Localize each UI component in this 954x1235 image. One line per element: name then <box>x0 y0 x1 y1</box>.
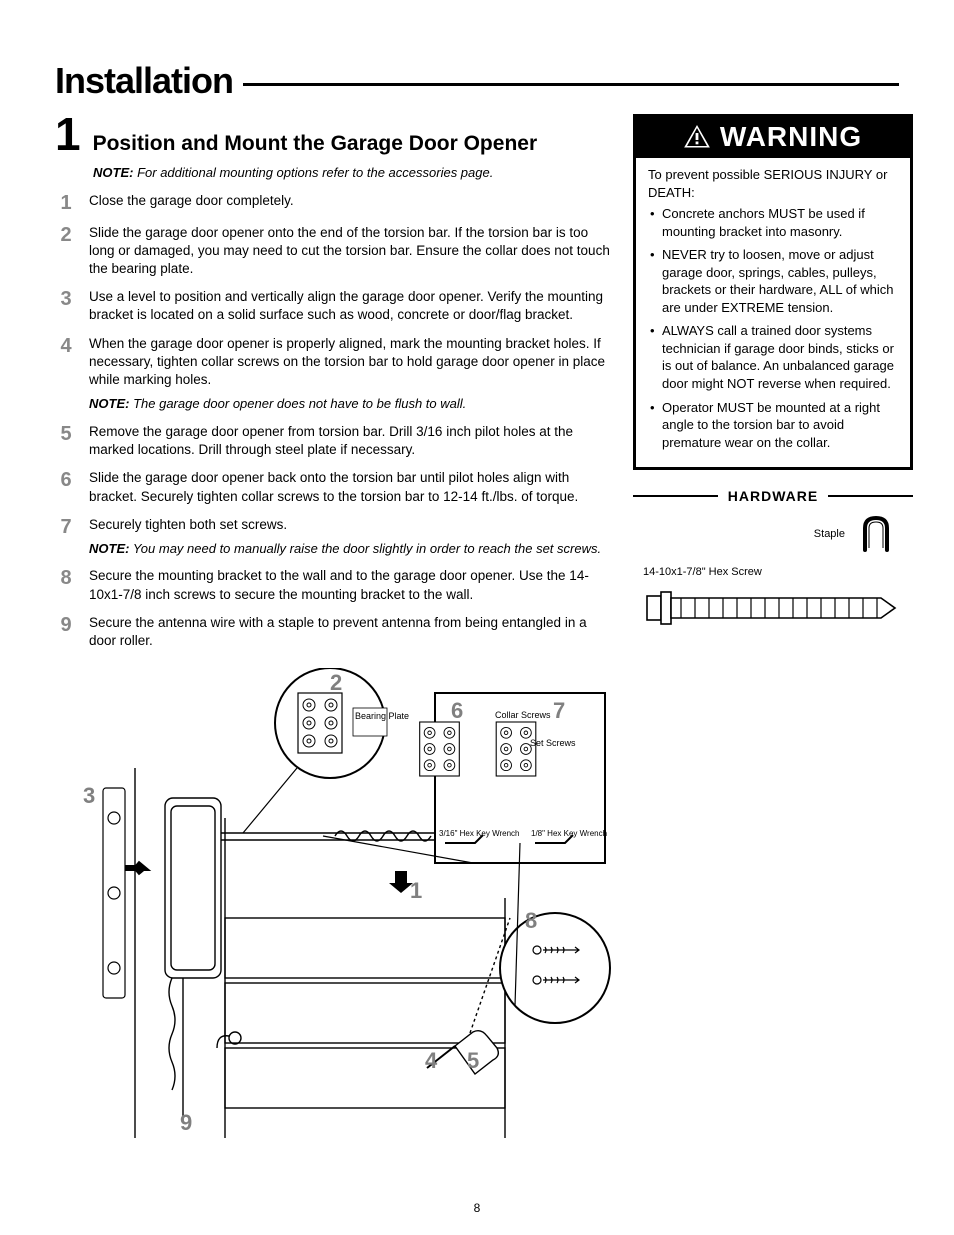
warning-list: Concrete anchors MUST be used if mountin… <box>648 205 898 451</box>
inst-text: Secure the mounting bracket to the wall … <box>89 567 615 603</box>
note-text: The garage door opener does not have to … <box>133 396 466 411</box>
installation-diagram: Bearing Plate Collar Screws Set Screws 3… <box>75 668 615 1153</box>
inst-text: Securely tighten both set screws. NOTE: Y… <box>89 516 615 558</box>
warning-icon <box>684 125 710 149</box>
inst-text: Remove the garage door opener from torsi… <box>89 423 615 459</box>
note-label: NOTE: <box>89 396 129 411</box>
intro-note: NOTE: For additional mounting options re… <box>93 164 615 182</box>
inst-num: 5 <box>55 423 77 459</box>
note-label: NOTE: <box>89 541 129 556</box>
section-header: Installation <box>55 60 899 102</box>
inst-body: Securely tighten both set screws. <box>89 517 287 532</box>
instruction-item: 2Slide the garage door opener onto the e… <box>55 224 615 279</box>
label-hex-18: 1/8" Hex Key Wrench <box>531 829 607 838</box>
callout-7: 7 <box>553 698 565 723</box>
warning-box: WARNING To prevent possible SERIOUS INJU… <box>633 114 913 470</box>
inst-text: Slide the garage door opener onto the en… <box>89 224 615 279</box>
inst-body: When the garage door opener is properly … <box>89 336 605 387</box>
note-text: You may need to manually raise the door … <box>133 541 601 556</box>
warning-title-row: WARNING <box>684 121 862 153</box>
inst-num: 1 <box>55 192 77 214</box>
instruction-item: 5 Remove the garage door opener from tors… <box>55 423 615 459</box>
callout-3: 3 <box>83 783 95 808</box>
instruction-item: 4When the garage door opener is properly… <box>55 335 615 413</box>
hardware-label: Staple <box>814 528 845 540</box>
warning-item: ALWAYS call a trained door systems techn… <box>648 322 898 392</box>
callout-8: 8 <box>525 908 537 933</box>
label-hex-316: 3/16" Hex Key Wrench <box>439 829 520 838</box>
callout-9: 9 <box>180 1110 192 1135</box>
inst-text: Use a level to position and vertically a… <box>89 288 615 324</box>
step-title: Position and Mount the Garage Door Opene… <box>93 132 538 156</box>
instruction-item: 8 Secure the mounting bracket to the wall… <box>55 567 615 603</box>
hardware-label: 14-10x1-7/8" Hex Screw <box>643 566 903 578</box>
inst-note: NOTE: The garage door opener does not ha… <box>89 395 615 413</box>
inst-num: 8 <box>55 567 77 603</box>
inst-text: When the garage door opener is properly … <box>89 335 615 413</box>
callout-4: 4 <box>425 1048 438 1073</box>
page-number: 8 <box>0 1201 954 1215</box>
rule <box>828 495 913 497</box>
instruction-item: 1 Close the garage door completely. <box>55 192 615 214</box>
content-columns: 1 Position and Mount the Garage Door Ope… <box>55 114 899 1153</box>
inst-num: 4 <box>55 335 77 413</box>
warning-item: Concrete anchors MUST be used if mountin… <box>648 205 898 240</box>
rule <box>633 495 718 497</box>
callout-1: 1 <box>410 878 422 903</box>
left-column: 1 Position and Mount the Garage Door Ope… <box>55 114 615 1153</box>
section-title: Installation <box>55 60 233 102</box>
inst-num: 2 <box>55 224 77 279</box>
inst-num: 9 <box>55 614 77 650</box>
step-number: 1 <box>55 114 81 155</box>
hardware-item: Staple <box>633 514 913 554</box>
hardware-title: HARDWARE <box>718 488 828 504</box>
warning-item: Operator MUST be mounted at a right angl… <box>648 399 898 452</box>
label-bearing-plate: Bearing Plate <box>355 711 409 721</box>
warning-body: To prevent possible SERIOUS INJURY or DE… <box>636 158 910 467</box>
inst-text: Close the garage door completely. <box>89 192 615 214</box>
section-rule <box>243 83 899 86</box>
warning-lead: To prevent possible SERIOUS INJURY or DE… <box>648 166 898 201</box>
instruction-item: 6 Slide the garage door opener back onto … <box>55 469 615 505</box>
hardware-item: 14-10x1-7/8" Hex Screw <box>633 566 913 637</box>
right-column: WARNING To prevent possible SERIOUS INJU… <box>633 114 913 1153</box>
instruction-item: 3 Use a level to position and vertically … <box>55 288 615 324</box>
instruction-item: 7 Securely tighten both set screws. NOTE: … <box>55 516 615 558</box>
hex-screw-icon <box>643 584 903 632</box>
diagram-svg: Bearing Plate Collar Screws Set Screws 3… <box>75 668 615 1148</box>
label-collar-screws: Collar Screws <box>495 710 551 720</box>
instruction-list: 1Close the garage door completely. 2Slid… <box>55 192 615 651</box>
inst-text: Secure the antenna wire with a staple to… <box>89 614 615 650</box>
staple-icon <box>859 514 893 554</box>
callout-5: 5 <box>467 1048 479 1073</box>
hardware-header: HARDWARE <box>633 488 913 504</box>
inst-note: NOTE: You may need to manually raise the… <box>89 540 615 558</box>
callout-2: 2 <box>330 670 342 695</box>
warning-title: WARNING <box>720 121 862 153</box>
warning-item: NEVER try to loosen, move or adjust gara… <box>648 246 898 316</box>
step-header: 1 Position and Mount the Garage Door Ope… <box>55 114 615 156</box>
note-label: NOTE: <box>93 165 133 180</box>
note-text: For additional mounting options refer to… <box>137 165 493 180</box>
inst-num: 7 <box>55 516 77 558</box>
inst-num: 6 <box>55 469 77 505</box>
callout-6: 6 <box>451 698 463 723</box>
inst-num: 3 <box>55 288 77 324</box>
instruction-item: 9 Secure the antenna wire with a staple t… <box>55 614 615 650</box>
label-set-screws: Set Screws <box>530 738 576 748</box>
inst-text: Slide the garage door opener back onto t… <box>89 469 615 505</box>
warning-header: WARNING <box>636 117 910 158</box>
